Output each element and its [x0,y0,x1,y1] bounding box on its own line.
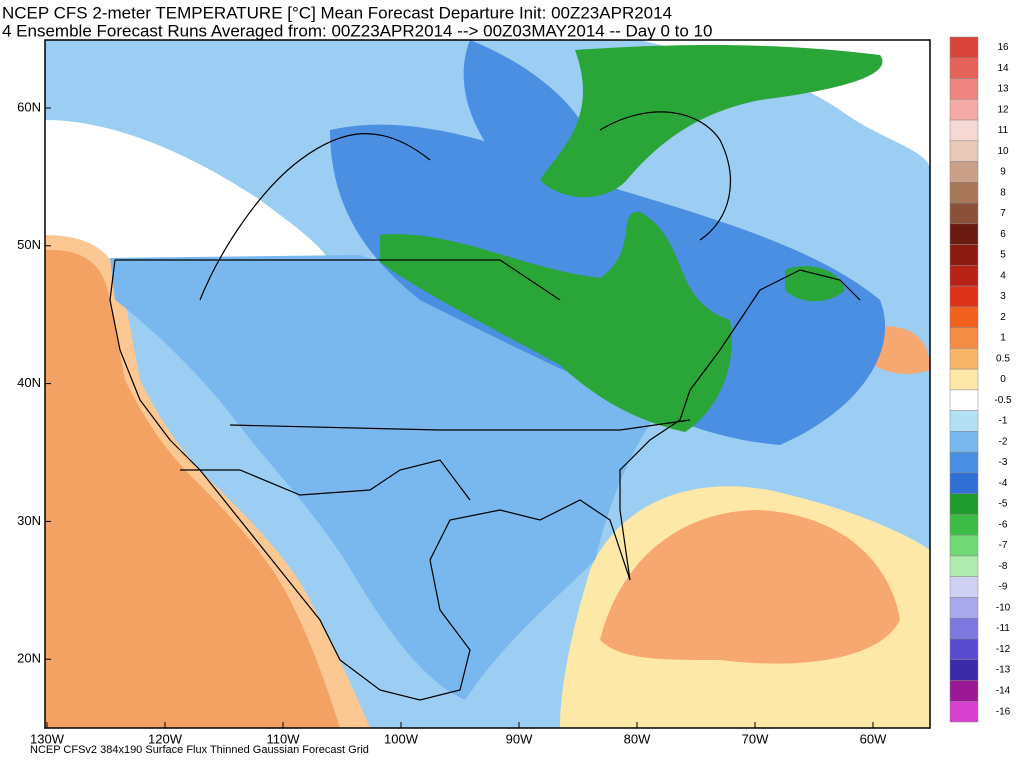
colorbar-swatch [949,659,979,681]
colorbar-swatch [949,555,979,577]
anomaly-neutral [45,120,340,290]
colorbar-label: 3 [1000,291,1006,302]
title-line-2: 4 Ensemble Forecast Runs Averaged from: … [2,21,712,40]
colorbar-label: -8 [999,561,1008,572]
colorbar-label: -12 [996,644,1011,655]
colorbar-swatch [949,99,979,121]
lon-label: 110W [267,731,301,746]
colorbar-swatch [949,285,979,308]
anomaly-cold [540,45,883,198]
anomaly-warm [600,510,900,664]
colorbar-label: -5 [999,499,1008,510]
colorbar-label: 13 [997,84,1009,95]
colorbar-swatch [949,680,979,702]
colorbar-swatch [949,410,979,432]
colorbar-label: -16 [996,706,1011,717]
colorbar-label: -3 [999,457,1008,468]
footer: NCEP CFSv2 384x190 Surface Flux Thinned … [30,744,369,756]
anomaly-cool [110,255,660,700]
colorbar-label: 11 [998,125,1009,136]
colorbar-label: 0.5 [996,353,1010,364]
colorbar-swatch [949,514,979,536]
lat-label: 30N [17,513,41,528]
colorbar-swatch [949,617,979,640]
map [45,40,930,728]
colorbar-label: 2 [1000,312,1006,323]
colorbar-label: 8 [1000,187,1006,198]
colorbar-swatch [949,78,979,100]
anomaly-cool-strong [463,40,586,186]
colorbar-label: -4 [999,478,1008,489]
colorbar-swatch [949,700,979,723]
colorbar-label: 0 [1000,374,1006,385]
anomaly-warm [45,249,340,728]
lat-label: 50N [17,237,41,252]
colorbar-label: 14 [997,63,1009,74]
lon-label: 80W [624,731,651,746]
colorbar-label: -1 [999,416,1008,427]
colorbar-label: 16 [997,42,1009,53]
colorbar-label: 12 [997,104,1009,115]
colorbar-label: 10 [997,146,1009,157]
colorbar-label: -9 [999,582,1008,593]
colorbar-label: -14 [996,686,1011,697]
lat-label: 60N [17,99,41,114]
colorbar-swatch [949,265,979,287]
colorbar-swatch [949,389,979,411]
colorbar-swatch [949,348,979,370]
colorbar-swatch [949,182,979,204]
colorbar-label: -0.5 [994,395,1012,406]
title-line-1: NCEP CFS 2-meter TEMPERATURE [°C] Mean F… [2,3,672,22]
colorbar-swatch [949,534,979,557]
coastline [109,259,861,701]
coastline [199,111,731,301]
lon-label: 100W [384,731,419,746]
lon-label: 130W [30,731,65,746]
lat-label: 40N [17,375,41,390]
colorbar-label: 6 [1000,229,1006,240]
colorbar-swatch [949,576,979,598]
lat-label: 20N [17,651,41,666]
anomaly-cold [380,211,732,432]
colorbar-swatch [949,223,979,245]
colorbar-label: -7 [999,540,1008,551]
colorbar-swatch [949,493,979,515]
border [115,259,691,501]
colorbar-swatch [949,472,979,494]
colorbar-label: -13 [996,665,1011,676]
colorbar-swatch [949,202,979,225]
colorbar-label: -11 [996,623,1010,634]
colorbar-swatch [949,119,979,142]
colorbar-label: 9 [1000,167,1006,178]
lon-label: 90W [506,731,533,746]
colorbar-label: 4 [1000,270,1006,281]
lon-label: 120W [148,731,183,746]
colorbar-swatch [949,161,979,183]
colorbar-swatch [949,57,979,79]
colorbar-swatch [949,597,979,619]
colorbar-swatch [949,140,979,162]
colorbar-swatch [949,451,979,474]
colorbar-swatch [949,36,979,59]
colorbar-swatch [949,306,979,328]
anomaly-cold [785,266,845,302]
colorbar-swatch [949,327,979,349]
lon-label: 70W [742,731,769,746]
colorbar-swatch [949,244,979,266]
colorbar-label: -2 [999,436,1008,447]
colorbar-label: -6 [999,519,1008,530]
lon-label: 60W [860,731,887,746]
colorbar-label: -10 [996,602,1011,613]
colorbar-swatch [949,638,979,660]
colorbar-label: 1 [1000,333,1006,344]
colorbar-swatch [949,368,979,391]
colorbar-swatch [949,431,979,453]
colorbar-label: 5 [1000,250,1006,261]
colorbar-label: 7 [1000,208,1006,219]
